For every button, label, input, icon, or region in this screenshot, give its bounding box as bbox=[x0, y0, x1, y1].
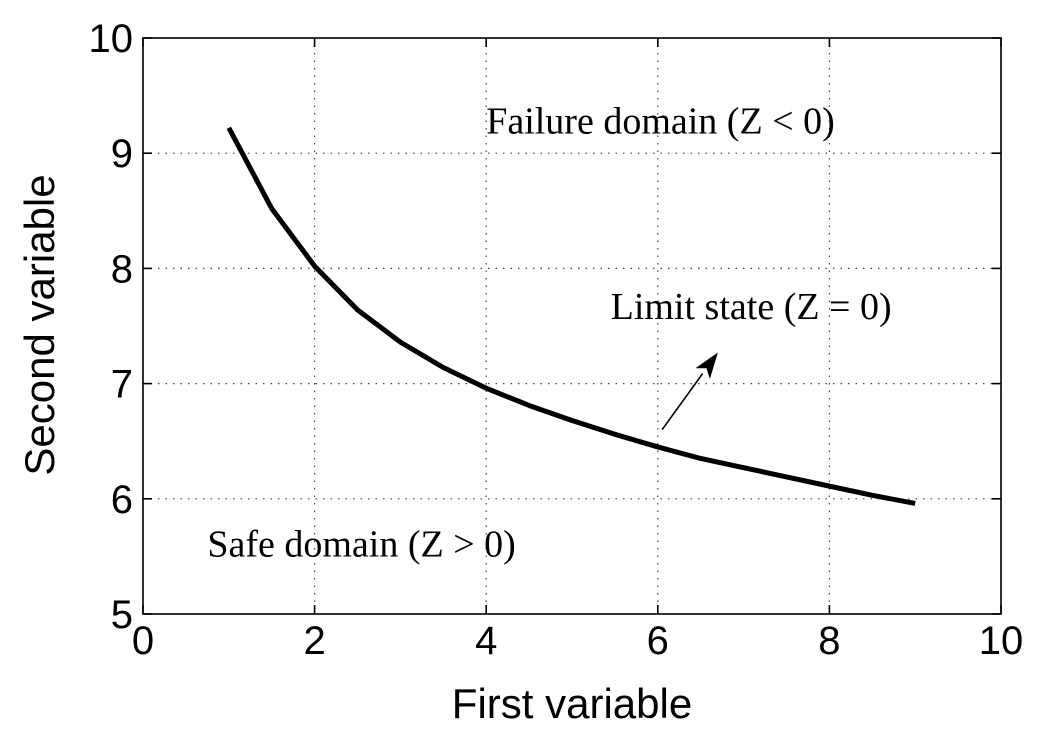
tick-layer: 0 2 4 6 8 10 5 6 7 8 9 10 bbox=[89, 17, 1024, 663]
y-tick-label: 6 bbox=[111, 478, 133, 522]
x-tick-label: 0 bbox=[132, 619, 154, 663]
y-tick-label: 10 bbox=[89, 17, 134, 61]
x-tick-label: 4 bbox=[475, 619, 497, 663]
annot-layer: Failure domain (Z < 0) Limit state (Z = 0… bbox=[207, 101, 891, 566]
curve-layer bbox=[226, 126, 916, 506]
x-tick-label: 10 bbox=[979, 619, 1024, 663]
x-tick-label: 6 bbox=[647, 619, 669, 663]
y-tick-label: 7 bbox=[111, 363, 133, 407]
y-tick-label: 9 bbox=[111, 132, 133, 176]
x-tick-label: 8 bbox=[818, 619, 840, 663]
grid-layer bbox=[143, 38, 1001, 614]
plot-frame bbox=[142, 37, 1002, 615]
annotation-text: Limit state (Z = 0) bbox=[611, 286, 892, 328]
annotation-text: Failure domain (Z < 0) bbox=[486, 101, 835, 143]
y-tick-label: 5 bbox=[111, 593, 133, 637]
arrow-shaft bbox=[661, 373, 704, 431]
y-axis-title: Second variable bbox=[16, 174, 63, 475]
arrow-head bbox=[695, 352, 718, 379]
series-line bbox=[226, 126, 916, 506]
x-axis-title: First variable bbox=[452, 680, 692, 727]
frame-layer bbox=[142, 37, 1002, 615]
annotation-text: Safe domain (Z > 0) bbox=[207, 523, 515, 565]
y-tick-label: 8 bbox=[111, 247, 133, 291]
x-tick-label: 2 bbox=[303, 619, 325, 663]
